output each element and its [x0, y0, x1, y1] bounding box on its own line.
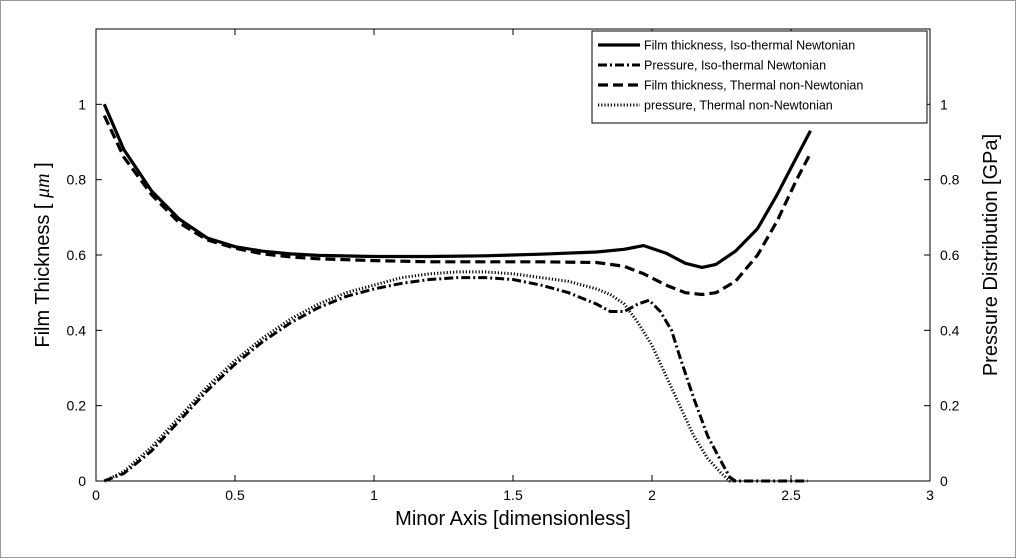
right-y-axis-title: Pressure Distribution [GPa] — [980, 134, 1002, 376]
legend-label: Film thickness, Thermal non-Newtonian — [644, 79, 863, 93]
left-y-tick-label: 0.8 — [67, 172, 87, 188]
x-tick-label: 1.5 — [503, 487, 523, 503]
legend-label: Film thickness, Iso-thermal Newtonian — [644, 39, 855, 53]
left-y-tick-label: 0.6 — [67, 247, 87, 263]
left-y-axis-title-suffix: ] — [32, 162, 54, 173]
right-y-tick-label: 0.4 — [940, 322, 960, 338]
left-y-tick-label: 0 — [78, 473, 86, 489]
left-y-axis-title-unit: μm — [32, 173, 54, 198]
legend-entries: Film thickness, Iso-thermal Newtonian Pre… — [598, 39, 863, 113]
x-tick-label: 2 — [648, 487, 656, 503]
legend-label: pressure, Thermal non-Newtonian — [644, 99, 833, 113]
right-y-tick-label: 0.2 — [940, 398, 960, 414]
x-tick-label: 0.5 — [225, 487, 245, 503]
x-axis-ticks: 0 0.5 1 1.5 2 2.5 3 — [92, 29, 934, 503]
left-y-axis-title-prefix: Film Thickness [ — [32, 198, 54, 348]
x-tick-label: 3 — [926, 487, 934, 503]
left-y-axis-title: Film Thickness [ μm ] — [32, 162, 54, 347]
legend-box — [591, 30, 928, 124]
left-y-tick-label: 0.2 — [67, 398, 87, 414]
left-y-tick-label: 1 — [78, 96, 86, 112]
x-tick-label: 1 — [370, 487, 378, 503]
series-line-3 — [102, 114, 812, 297]
right-y-tick-label: 0.8 — [940, 172, 960, 188]
right-y-tick-label: 0 — [940, 473, 948, 489]
series-layer — [102, 103, 812, 483]
x-axis-title: Minor Axis [dimensionless] — [395, 508, 631, 530]
legend: Film thickness, Iso-thermal Newtonian Pre… — [591, 30, 928, 124]
legend-label: Pressure, Iso-thermal Newtonian — [644, 59, 826, 73]
right-y-tick-label: 0.6 — [940, 247, 960, 263]
left-y-tick-label: 0.4 — [67, 322, 87, 338]
y-axis-ticks: 0 0 0.2 0.2 0.4 0.4 0.6 0.6 0.8 0.8 1 1 — [67, 96, 960, 489]
series-line-2 — [103, 276, 808, 483]
series-line-4 — [103, 270, 736, 483]
series-line-1 — [102, 103, 812, 269]
x-tick-label: 2.5 — [781, 487, 801, 503]
x-tick-label: 0 — [92, 487, 100, 503]
right-y-tick-label: 1 — [940, 96, 948, 112]
